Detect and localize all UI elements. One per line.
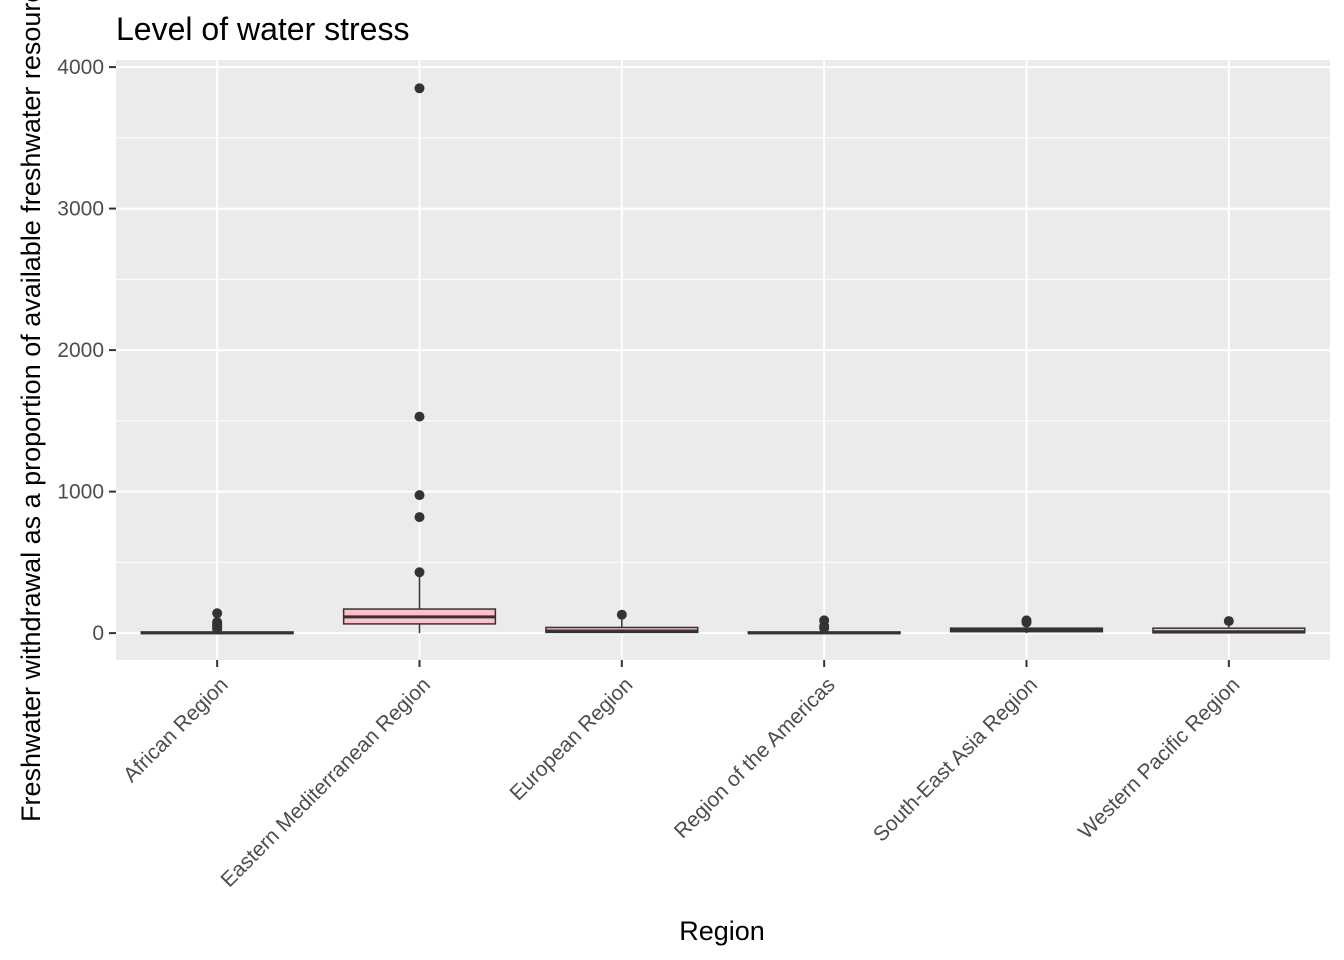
outlier-point	[1223, 616, 1234, 627]
box-south-east-asia-region	[949, 615, 1104, 634]
y-axis-title: Freshwater withdrawal as a proportion of…	[16, 0, 46, 822]
x-axis-title: Region	[679, 916, 765, 946]
y-tick-label: 1000	[57, 481, 104, 504]
box-european-region	[545, 609, 699, 634]
x-tick-label: South-East Asia Region	[869, 673, 1042, 846]
x-tick-label: Western Pacific Region	[1074, 673, 1244, 843]
grid-lines	[116, 60, 1330, 660]
plot-panel	[116, 60, 1330, 660]
x-tick-label: European Region	[506, 673, 638, 805]
outlier-point	[1021, 617, 1032, 628]
outlier-point	[819, 623, 830, 634]
x-tick-label: Region of the Americas	[670, 673, 840, 843]
outlier-point	[414, 512, 425, 523]
outlier-point	[212, 608, 223, 619]
x-tick-label: African Region	[119, 673, 233, 787]
x-tick-label: Eastern Mediterranean Region	[217, 673, 436, 892]
box-region-of-the-americas	[747, 615, 901, 635]
box-eastern-mediterranean-region	[342, 83, 497, 634]
y-tick-label: 2000	[57, 339, 104, 362]
y-axis: 0 1000 2000 3000 4000	[57, 56, 116, 645]
outlier-point	[414, 567, 425, 578]
outlier-point	[414, 411, 425, 422]
boxplots	[140, 83, 1306, 635]
box-african-region	[140, 608, 294, 635]
outlier-point	[414, 490, 425, 501]
y-tick-label: 0	[92, 622, 104, 645]
y-tick-label: 3000	[57, 198, 104, 221]
box-western-pacific-region	[1152, 616, 1306, 634]
outlier-point	[616, 609, 627, 620]
chart-title: Level of water stress	[116, 11, 409, 47]
outlier-point	[212, 624, 223, 635]
outlier-point	[414, 83, 425, 94]
y-tick-label: 4000	[57, 56, 104, 79]
